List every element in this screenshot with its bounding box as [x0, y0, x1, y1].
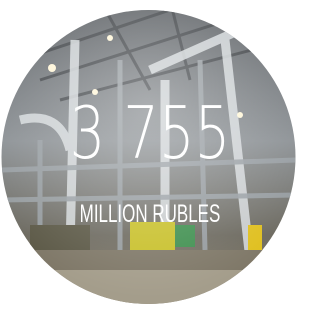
stat-value: 3 755: [70, 92, 231, 176]
stat-badge: 3 755 MILLION RUBLES: [0, 0, 297, 314]
stat-unit: MILLION RUBLES: [80, 200, 221, 228]
